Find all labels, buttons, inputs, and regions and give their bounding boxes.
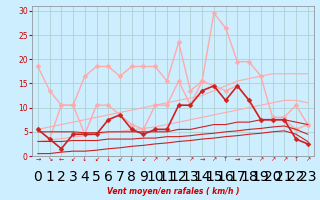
Text: Vent moyen/en rafales ( km/h ): Vent moyen/en rafales ( km/h )	[107, 187, 239, 196]
